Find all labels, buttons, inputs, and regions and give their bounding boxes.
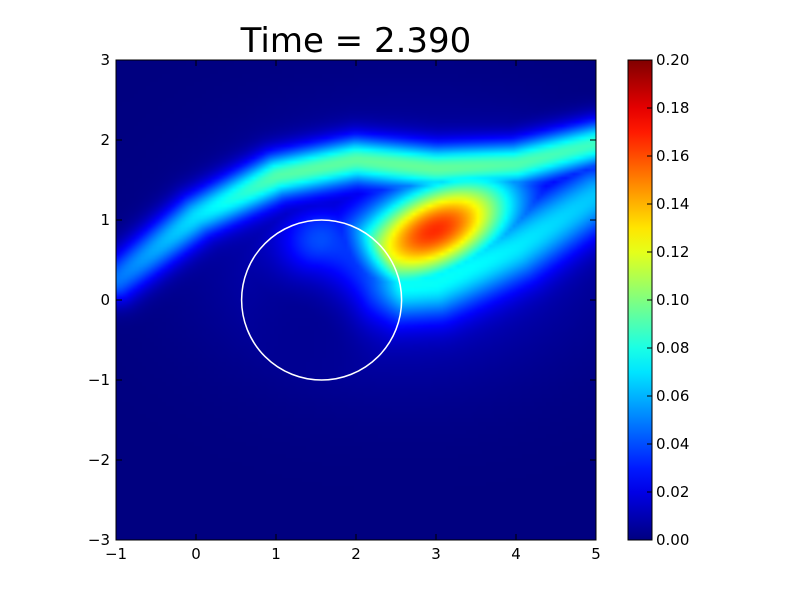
chart-title: Time = 2.390 [240,21,472,61]
x-tick-label: 5 [591,545,601,563]
colorbar-tick-label: 0.10 [656,291,689,309]
plot-area [116,60,596,540]
x-tick-label: 4 [511,545,521,563]
colorbar-tick-label: 0.20 [656,51,689,69]
colorbar-tick-label: 0.00 [656,531,689,549]
y-tick-label: −3 [88,531,110,549]
y-tick-label: 1 [100,211,110,229]
y-tick-label: 3 [100,51,110,69]
colorbar-tick-label: 0.14 [656,195,689,213]
y-tick-label: −1 [88,371,110,389]
x-tick-label: −1 [105,545,127,563]
colorbar-tick-label: 0.04 [656,435,689,453]
y-tick-label: 2 [100,131,110,149]
colorbar-tick-label: 0.02 [656,483,689,501]
y-tick-label: −2 [88,451,110,469]
colorbar-tick-label: 0.06 [656,387,689,405]
colorbar: 0.00 0.02 0.04 0.06 0.08 0.10 0.12 0.14 0.16 0.18… [627,51,689,549]
colorbar-tick-label: 0.18 [656,99,689,117]
colorbar-tick-label: 0.08 [656,339,689,357]
colorbar-tick-label: 0.16 [656,147,689,165]
axes: −1 0 1 2 3 4 5 −3 −2 −1 0 1 2 3 [88,51,601,563]
y-tick-label: 0 [100,291,110,309]
heatmap-field [116,60,596,540]
x-tick-label: 3 [431,545,441,563]
x-tick-label: 2 [351,545,361,563]
circle-overlay [240,219,403,381]
x-tick-label: 0 [191,545,201,563]
x-tick-label: 1 [271,545,281,563]
colorbar-tick-label: 0.12 [656,243,689,261]
